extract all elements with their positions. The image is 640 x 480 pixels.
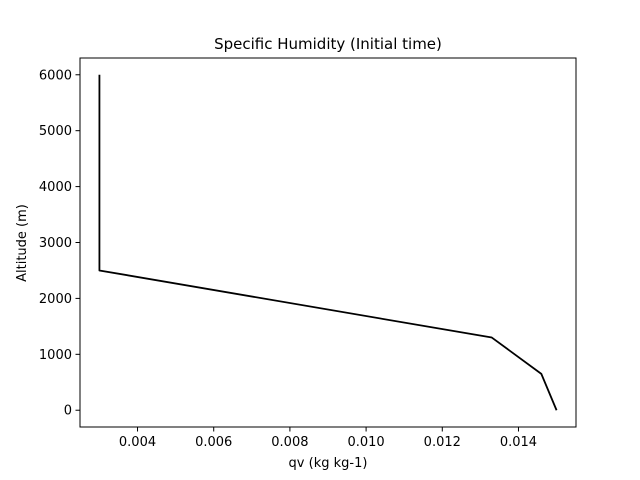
y-tick-label: 1000 bbox=[39, 348, 72, 363]
x-tick-label: 0.010 bbox=[347, 435, 384, 450]
y-tick-label: 4000 bbox=[39, 180, 72, 195]
x-tick-label: 0.012 bbox=[424, 435, 461, 450]
y-tick-label: 6000 bbox=[39, 68, 72, 83]
x-tick-label: 0.008 bbox=[271, 435, 308, 450]
x-tick-label: 0.014 bbox=[500, 435, 537, 450]
y-axis-ticks: 0 1000 2000 3000 4000 5000 6000 bbox=[39, 68, 80, 419]
plot-area bbox=[98, 74, 558, 411]
series-line-0 bbox=[98, 74, 558, 411]
y-tick-label: 5000 bbox=[39, 124, 72, 139]
plot-frame bbox=[79, 57, 577, 428]
y-tick-label: 3000 bbox=[39, 236, 72, 251]
chart-title: Specific Humidity (Initial time) bbox=[214, 35, 442, 53]
y-tick-label: 2000 bbox=[39, 292, 72, 307]
x-axis-ticks: 0.004 0.006 0.008 0.010 0.012 0.014 bbox=[119, 427, 537, 450]
x-axis-label: qv (kg kg-1) bbox=[289, 456, 368, 471]
y-tick-label: 0 bbox=[64, 404, 72, 419]
x-tick-label: 0.004 bbox=[119, 435, 156, 450]
x-tick-label: 0.006 bbox=[195, 435, 232, 450]
y-axis-label: Altitude (m) bbox=[15, 204, 30, 282]
